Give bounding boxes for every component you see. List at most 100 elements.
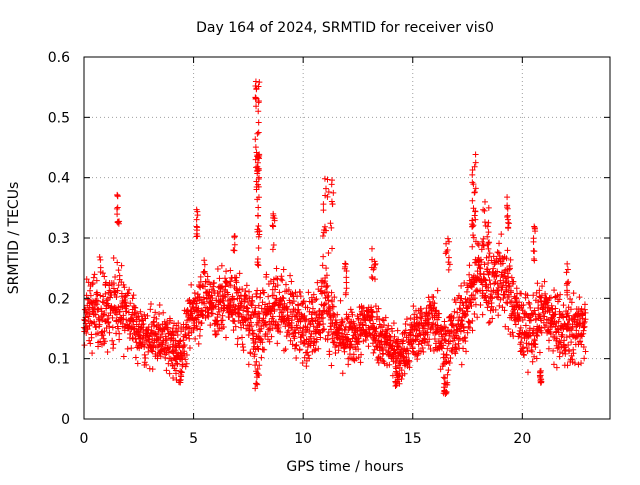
data-point xyxy=(194,325,201,332)
data-point xyxy=(248,323,255,330)
data-point xyxy=(477,265,484,272)
data-point xyxy=(88,319,95,326)
data-point xyxy=(459,314,466,321)
data-point xyxy=(445,266,452,273)
data-point xyxy=(157,334,164,341)
data-point xyxy=(190,327,197,334)
data-point xyxy=(356,338,363,345)
data-point xyxy=(341,265,348,272)
data-point xyxy=(508,274,515,281)
data-point xyxy=(255,167,262,174)
data-point xyxy=(114,259,121,266)
data-point xyxy=(346,344,353,351)
data-point xyxy=(205,309,212,316)
data-point xyxy=(516,313,523,320)
data-point xyxy=(309,317,316,324)
data-point xyxy=(167,317,174,324)
data-point xyxy=(300,332,307,339)
data-point xyxy=(334,311,341,318)
data-point xyxy=(117,314,124,321)
data-point xyxy=(469,243,476,250)
data-point xyxy=(302,329,309,336)
data-point xyxy=(385,322,392,329)
data-point xyxy=(409,348,416,355)
data-point xyxy=(304,324,311,331)
data-point xyxy=(347,306,354,313)
data-point xyxy=(393,382,400,389)
data-point xyxy=(494,268,501,275)
data-point xyxy=(341,348,348,355)
data-point xyxy=(414,314,421,321)
data-point xyxy=(286,331,293,338)
data-point xyxy=(113,205,120,212)
data-point xyxy=(81,342,88,349)
data-point xyxy=(162,354,169,361)
data-point xyxy=(105,318,112,325)
data-point xyxy=(110,280,117,287)
data-point xyxy=(463,288,470,295)
chart-title: Day 164 of 2024, SRMTID for receiver vis… xyxy=(196,20,494,36)
data-point xyxy=(478,259,485,266)
data-point xyxy=(181,350,188,357)
data-point xyxy=(349,311,356,318)
data-point xyxy=(576,294,583,301)
data-point xyxy=(431,335,438,342)
data-point xyxy=(568,299,575,306)
data-point xyxy=(116,330,123,337)
data-point xyxy=(328,224,335,231)
data-point xyxy=(570,290,577,297)
data-point xyxy=(254,159,261,166)
data-point xyxy=(112,307,119,314)
data-point xyxy=(254,381,261,388)
data-point xyxy=(347,338,354,345)
data-point xyxy=(115,325,122,332)
data-point xyxy=(192,335,199,342)
data-point xyxy=(430,347,437,354)
data-point xyxy=(502,323,509,330)
data-point xyxy=(311,347,318,354)
data-point xyxy=(255,262,262,269)
data-point xyxy=(389,328,396,335)
data-point xyxy=(480,242,487,249)
data-point xyxy=(379,357,386,364)
data-point xyxy=(321,326,328,333)
data-point xyxy=(89,279,96,286)
data-point xyxy=(309,305,316,312)
data-point xyxy=(442,388,449,395)
data-point xyxy=(222,294,229,301)
data-point xyxy=(464,329,471,336)
data-point xyxy=(481,276,488,283)
data-point xyxy=(201,257,208,264)
data-point xyxy=(466,271,473,278)
data-point xyxy=(268,333,275,340)
data-point xyxy=(132,304,139,311)
data-point xyxy=(386,361,393,368)
data-point xyxy=(99,332,106,339)
data-point xyxy=(285,286,292,293)
data-point xyxy=(253,178,260,185)
data-point xyxy=(488,291,495,298)
data-point xyxy=(498,283,505,290)
data-point xyxy=(186,335,193,342)
data-point xyxy=(127,330,134,337)
data-point xyxy=(163,367,170,374)
data-point xyxy=(564,291,571,298)
data-point xyxy=(401,370,408,377)
data-point xyxy=(240,347,247,354)
data-point xyxy=(579,310,586,317)
data-point xyxy=(424,329,431,336)
data-point xyxy=(417,332,424,339)
data-point xyxy=(201,283,208,290)
data-point xyxy=(331,294,338,301)
data-point xyxy=(269,313,276,320)
y-tick-label: 0.6 xyxy=(48,50,70,66)
data-point xyxy=(480,271,487,278)
data-point xyxy=(578,360,585,367)
data-point xyxy=(87,292,94,299)
data-point xyxy=(313,336,320,343)
data-point xyxy=(451,308,458,315)
data-point xyxy=(507,287,514,294)
data-point xyxy=(373,308,380,315)
data-point xyxy=(450,314,457,321)
data-point xyxy=(121,327,128,334)
